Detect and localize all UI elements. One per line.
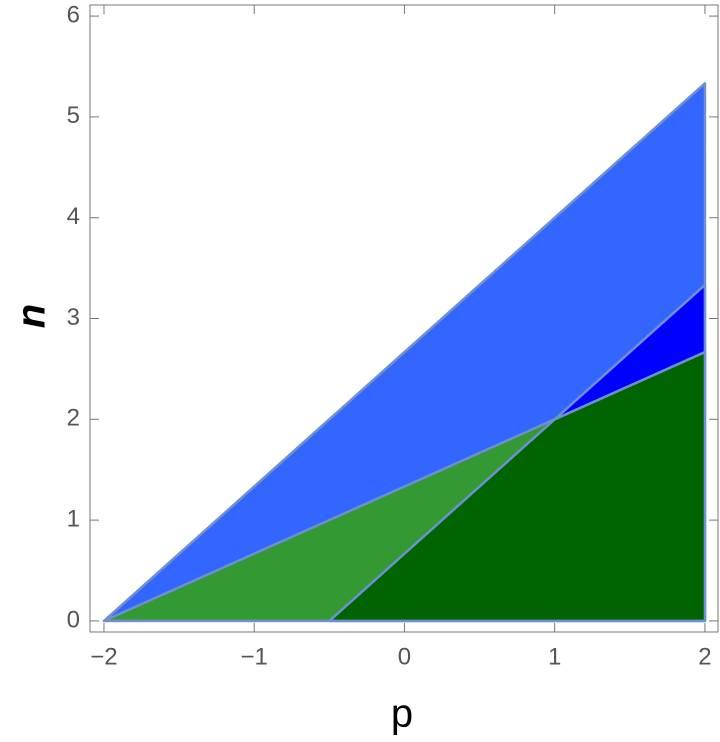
- x-axis-label: p: [391, 692, 413, 736]
- y-tick-label: 1: [67, 505, 80, 532]
- y-axis-label: n: [10, 304, 54, 328]
- x-tick-label: −2: [90, 643, 117, 670]
- x-tick-label: 1: [548, 643, 561, 670]
- region: [553, 283, 707, 421]
- y-tick-label: 5: [67, 102, 80, 129]
- y-tick-label: 6: [67, 1, 80, 28]
- x-tick-label: 0: [398, 643, 411, 670]
- x-tick-label: 2: [698, 643, 711, 670]
- y-tick-label: 4: [67, 203, 80, 230]
- y-tick-label: 3: [67, 304, 80, 331]
- y-tick-label: 2: [67, 405, 80, 432]
- y-tick-label: 0: [67, 606, 80, 633]
- x-tick-label: −1: [241, 643, 268, 670]
